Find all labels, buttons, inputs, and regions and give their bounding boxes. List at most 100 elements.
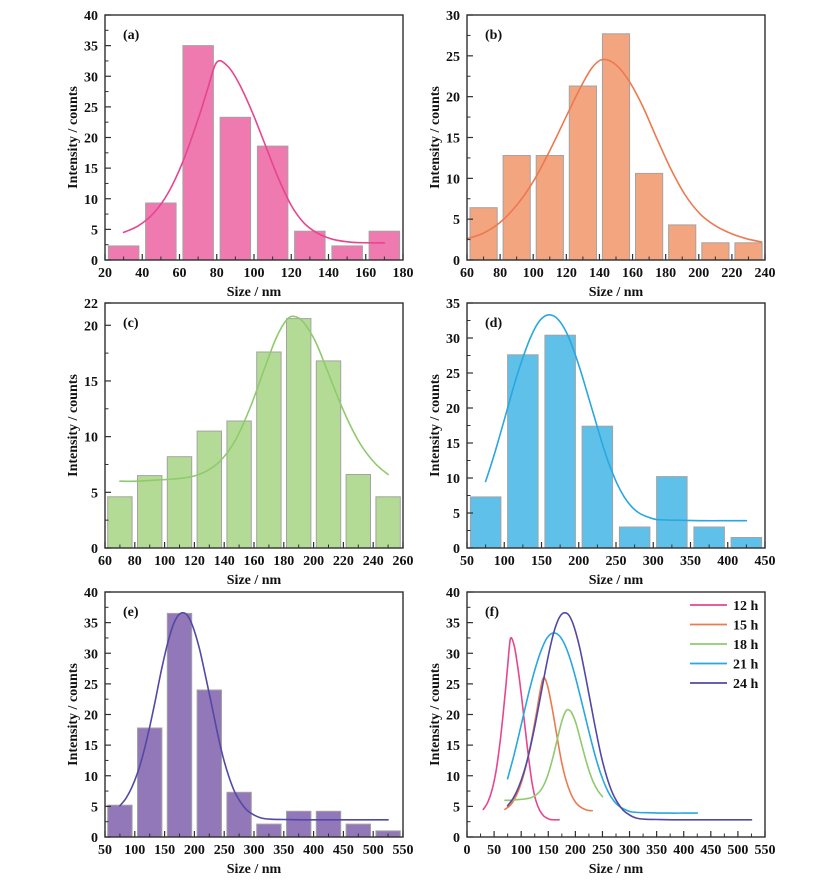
histogram-bar (507, 354, 539, 549)
y-axis-title: Intensity / counts (428, 374, 443, 477)
y-tick-label: 0 (91, 831, 98, 846)
fit-curve-24h (119, 611, 389, 821)
y-tick-label: 30 (84, 70, 98, 85)
panel-b: 60 80 100 120 140 160 180 200 220 240 0 5 10 15 20 25 30… (428, 9, 776, 300)
histogram-bar (601, 33, 631, 261)
panel-label: (e) (123, 605, 139, 620)
y-tick-label: 22 (84, 297, 98, 312)
x-tick-label: 300 (619, 843, 640, 858)
y-tick-label: 15 (446, 739, 460, 754)
y-tick-label: 30 (446, 332, 460, 347)
y-tick-label: 10 (446, 172, 460, 187)
x-tick-label: 140 (318, 266, 339, 281)
x-tick-label: 200 (565, 843, 586, 858)
legend-label: 12 h (733, 599, 759, 614)
y-tick-label: 10 (446, 770, 460, 785)
x-tick-label: 350 (273, 843, 294, 858)
y-axis-title: Intensity / counts (428, 86, 443, 189)
x-tick-label: 240 (363, 554, 384, 569)
x-tick-label: 140 (214, 554, 235, 569)
y-tick-label: 15 (84, 162, 98, 177)
histogram-bar (219, 116, 252, 261)
histogram-bar (656, 476, 688, 549)
histogram-bar (137, 727, 163, 838)
x-tick-label: 60 (98, 554, 112, 569)
x-tick-label: 400 (673, 843, 694, 858)
x-axis-title: Size / nm (227, 573, 282, 588)
x-tick-label: 200 (184, 843, 205, 858)
y-tick-label: 5 (453, 507, 460, 522)
y-tick-label: 40 (84, 9, 98, 24)
x-tick-label: 350 (646, 843, 667, 858)
x-tick-label: 240 (755, 266, 776, 281)
x-tick-label: 140 (589, 266, 610, 281)
x-tick-label: 250 (214, 843, 235, 858)
histogram-bar (286, 810, 312, 838)
histogram-bar (469, 496, 502, 549)
x-axis-title: Size / nm (227, 862, 282, 877)
y-tick-label: 20 (84, 319, 98, 334)
y-tick-label: 5 (453, 800, 460, 815)
y-tick-label: 20 (446, 402, 460, 417)
x-tick-label: 160 (355, 266, 376, 281)
y-tick-label: 40 (84, 586, 98, 601)
x-axis-title: Size / nm (227, 285, 282, 300)
x-tick-label: 400 (717, 554, 738, 569)
y-tick-label: 5 (453, 213, 460, 228)
x-tick-label: 200 (568, 554, 589, 569)
histogram-bar (502, 155, 531, 261)
histogram-bar (286, 318, 312, 549)
x-tick-label: 220 (721, 266, 742, 281)
x-tick-label: 60 (173, 266, 187, 281)
histogram-bar (196, 689, 223, 838)
x-tick-label: 120 (556, 266, 577, 281)
x-tick-label: 250 (592, 843, 613, 858)
y-tick-label: 5 (91, 800, 98, 815)
fit-curve-24h (506, 611, 753, 821)
legend-label: 15 h (733, 619, 759, 634)
x-tick-label: 50 (487, 843, 501, 858)
y-tick-label: 25 (446, 50, 460, 65)
y-tick-label: 10 (84, 193, 98, 208)
legend-item-21h: 21 h (690, 658, 759, 673)
histogram-bar (196, 430, 223, 549)
y-tick-label: 35 (84, 40, 98, 55)
y-tick-label: 35 (446, 617, 460, 632)
histogram-bar (256, 351, 282, 549)
histogram-bar (368, 230, 401, 261)
histogram-bar (294, 230, 326, 261)
y-tick-label: 35 (84, 617, 98, 632)
x-tick-label: 50 (460, 554, 474, 569)
legend-label: 24 h (733, 677, 759, 692)
y-tick-label: 10 (84, 770, 98, 785)
y-axis-title: Intensity / counts (66, 663, 81, 766)
histogram-bar (107, 804, 133, 838)
y-tick-label: 20 (84, 709, 98, 724)
x-tick-label: 100 (494, 554, 515, 569)
fit-curve-18h (119, 315, 389, 483)
fit-curve-21h (484, 313, 748, 522)
y-tick-label: 15 (446, 132, 460, 147)
panel-label: (b) (485, 28, 502, 43)
x-tick-label: 160 (244, 554, 265, 569)
x-tick-label: 180 (273, 554, 294, 569)
legend-item-15h: 15 h (690, 619, 759, 634)
histogram-bar (668, 224, 697, 261)
histogram-bar (568, 85, 598, 261)
x-tick-label: 60 (460, 266, 474, 281)
histogram-bar (166, 456, 193, 549)
histogram-bar (315, 810, 342, 838)
x-tick-label: 120 (281, 266, 302, 281)
histogram-bar (635, 172, 664, 261)
x-tick-label: 200 (303, 554, 324, 569)
x-tick-label: 40 (135, 266, 149, 281)
legend-item-12h: 12 h (690, 599, 759, 614)
histogram-bar (137, 475, 163, 549)
x-tick-label: 80 (493, 266, 507, 281)
y-tick-label: 25 (84, 101, 98, 116)
y-tick-label: 20 (446, 91, 460, 106)
y-tick-label: 15 (84, 739, 98, 754)
panel-a: 20 40 60 80 100 120 140 160 180 0 5 10 15 20 25 30 35 40 S… (66, 9, 414, 300)
x-axis-title: Size / nm (589, 285, 644, 300)
